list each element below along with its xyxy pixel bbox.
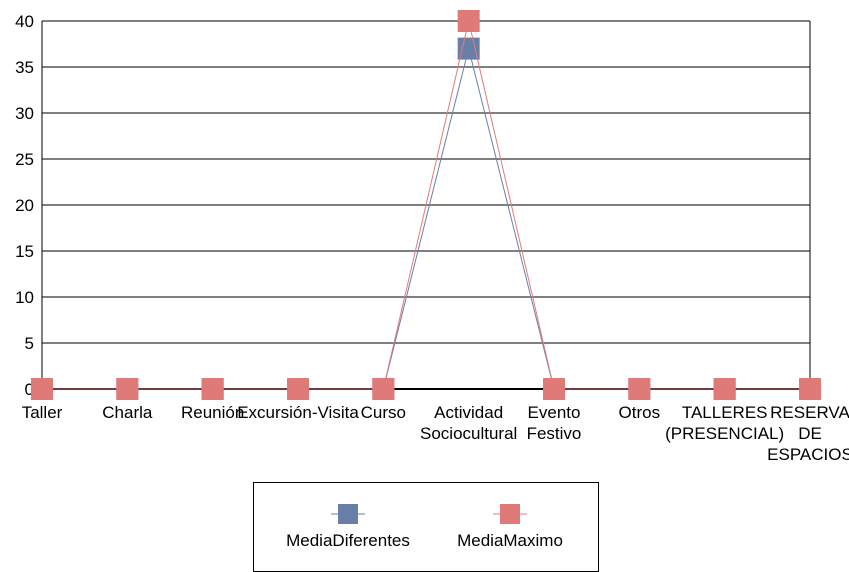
series-1-point [116,378,139,400]
legend-item-media-diferentes: MediaDiferentes [268,503,428,551]
y-tick-label: 15 [15,242,34,261]
series-1-point [372,378,395,400]
x-tick-label: RESERVA DE ESPACIOS [767,403,849,464]
y-tick-label: 30 [15,104,34,123]
legend-label-media-maximo: MediaMaximo [457,531,563,550]
y-tick-label: 25 [15,150,34,169]
legend-item-media-maximo: MediaMaximo [440,503,580,551]
y-tick-label: 40 [15,12,34,31]
series-line-0 [42,48,810,390]
y-tick-label: 0 [25,380,34,399]
series-1-point [201,378,224,400]
y-tick-label: 5 [25,334,34,353]
series-1-point [457,10,480,32]
x-tick-label: Excursión-Visita [237,403,359,422]
y-axis-ticks: 0 5 10 15 20 25 30 35 40 [15,12,34,399]
legend-label-media-diferentes: MediaDiferentes [286,531,410,550]
series-1-point [628,378,651,400]
x-tick-label: Charla [102,403,153,422]
x-tick-label: Curso [361,403,406,422]
legend: MediaDiferentes MediaMaximo [253,482,599,572]
series-line-1 [42,20,810,390]
legend-swatch-media-diferentes [331,504,365,524]
line-chart: 0 5 10 15 20 25 30 35 40 Taller Charla ReuniónExcu… [15,10,849,464]
x-tick-label: Taller [22,403,63,422]
legend-swatch-media-maximo [493,504,527,524]
y-tick-label: 10 [15,288,34,307]
x-tick-label: Evento Festivo [527,403,582,443]
series-1-point [287,378,309,400]
x-tick-label: Actividad Sociocultural [420,403,517,443]
x-tick-label: TALLERES (PRESENCIAL) [665,403,784,443]
x-tick-label: Otros [619,403,661,422]
series-1-point [713,378,736,400]
x-tick-label: Reunión [181,403,244,422]
series-1-point [799,378,821,400]
series-group [31,10,821,400]
series-1-point [31,378,53,400]
y-tick-label: 20 [15,196,34,215]
series-1-point [543,378,565,400]
y-tick-label: 35 [15,58,34,77]
